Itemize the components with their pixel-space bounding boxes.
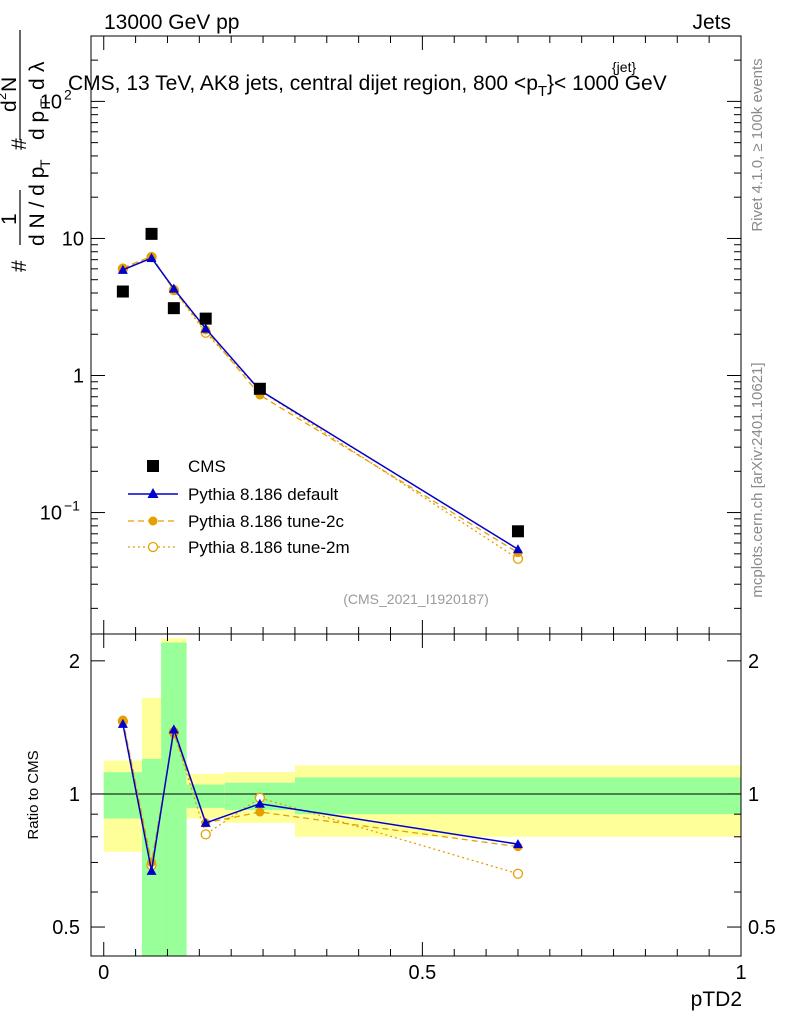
ratio-point-default [512,839,523,849]
uncertainty-band-inner [161,642,187,956]
point-data [167,302,180,315]
ratio-point-default [168,724,179,734]
ratio-point-default [146,865,157,875]
series-line-default [122,257,519,550]
y-tick-label-right: 1 [748,784,759,806]
ratio-line-tune2m [122,721,519,875]
ratio-y-axis: 0.5 0.5 1 1 2 2 [52,651,776,939]
svg-text:λ: λ [26,61,49,72]
y-tick-label-right: 0.5 [748,917,776,939]
legend-entry-tune2m: Pythia 8.186 tune-2m [128,538,350,557]
svg-text:10: 10 [62,228,84,250]
svg-text:10: 10 [40,91,62,113]
title-sup: {jet} [612,59,636,75]
y-tick-label: 10 −1 [40,498,80,525]
y-tick-label: 10 2 [40,86,72,113]
svg-text:N: N [0,77,21,92]
point-data [511,525,524,538]
svg-text:2: 2 [0,93,9,100]
ratio-point-tune2m [200,829,211,840]
ratio-series-default [117,718,523,875]
uncertainty-band-inner [103,772,142,819]
main-y-label: # 1 d N / d p T # d 2 N d p T d λ [0,30,53,272]
svg-text:#: # [8,260,31,272]
analysis-watermark: (CMS_2021_I1920187) [343,591,489,607]
svg-text:CMS, 13 TeV, AK8 jets, central: CMS, 13 TeV, AK8 jets, central dijet reg… [68,72,667,100]
title-tail: }< 1000 GeV [547,72,667,95]
point-data [199,312,212,325]
x-axis-label: pTD2 [691,988,742,1011]
ratio-series [117,715,524,879]
chart-title: CMS, 13 TeV, AK8 jets, central dijet reg… [68,59,667,100]
point-default [168,283,179,293]
point-default [512,544,523,554]
legend: CMS Pythia 8.186 default Pythia 8.186 tu… [128,457,350,557]
title-sub: T [538,83,547,100]
point-data [145,227,158,240]
legend-entry-default: Pythia 8.186 default [128,485,339,504]
svg-text:2: 2 [64,86,72,102]
main-series [116,227,524,564]
uncertainty-band-inner [141,758,162,956]
point-default [117,264,128,274]
svg-text:d p: d p [26,111,49,140]
y-tick-label: 1 [69,784,80,806]
ratio-x-axis: 0 0.5 1 [98,634,747,984]
series-line-tune2c [122,255,519,554]
y-tick-label: 10 [62,228,84,250]
title-main: CMS, 13 TeV, AK8 jets, central dijet reg… [68,72,538,95]
ratio-panel: 0.5 0.51 12 2 0 0.5 1 Ratio to CMS pTD2 [25,633,776,1011]
legend-entry-tune2c: Pythia 8.186 tune-2c [128,512,344,531]
svg-text:#: # [8,138,31,150]
ratio-point-default [117,718,128,728]
svg-text:d: d [0,100,21,112]
y-tick-label: 1 [73,366,84,388]
series-data [116,227,524,538]
series-line-tune2m [122,256,519,560]
ratio-y-label: Ratio to CMS [25,750,42,839]
point-data [116,285,129,298]
header-category: Jets [692,11,731,34]
svg-text:d N / d p: d N / d p [26,167,49,246]
x-tick-label: 0 [98,962,109,984]
svg-text:Pythia 8.186 default: Pythia 8.186 default [188,485,339,504]
legend-entry-cms: CMS [147,457,226,476]
ratio-point-tune2m [512,868,524,879]
header-energy: 13000 GeV pp [104,11,239,34]
svg-text:T: T [37,98,53,107]
ratio-point-default [200,817,211,827]
main-x-axis-ticks [103,36,742,634]
svg-text:d: d [26,78,49,90]
svg-text:T: T [37,159,53,168]
svg-text:CMS: CMS [188,457,226,476]
ratio-panel-frame [90,633,742,957]
svg-text:1: 1 [0,213,21,225]
ratio-line-default [122,723,519,871]
rivet-label: Rivet 4.1.0, ≥ 100k events [749,58,766,231]
mcplots-label: mcplots.cern.ch [arXiv:2401.10621] [749,362,766,597]
point-data [253,382,266,395]
svg-text:−1: −1 [64,498,80,514]
svg-text:10: 10 [40,503,62,525]
ratio-point-tune2c [147,857,157,867]
point-default [200,323,211,333]
uncertainty-band-inner [294,777,741,815]
ratio-point-tune2c [255,807,265,817]
x-tick-label: 0.5 [408,962,436,984]
y-tick-label-right: 2 [748,651,759,673]
uncertainty-band-inner [186,784,225,808]
svg-text:1: 1 [73,366,84,388]
y-tick-label: 2 [69,651,80,673]
point-default [146,253,157,263]
x-tick-label: 1 [735,962,746,984]
series-default [117,253,523,554]
svg-text:Pythia 8.186 tune-2m: Pythia 8.186 tune-2m [188,538,350,557]
svg-text:Pythia 8.186 tune-2c: Pythia 8.186 tune-2c [188,512,344,531]
ratio-point-default [254,798,265,808]
y-tick-label: 0.5 [52,917,80,939]
ratio-bands [91,638,741,956]
